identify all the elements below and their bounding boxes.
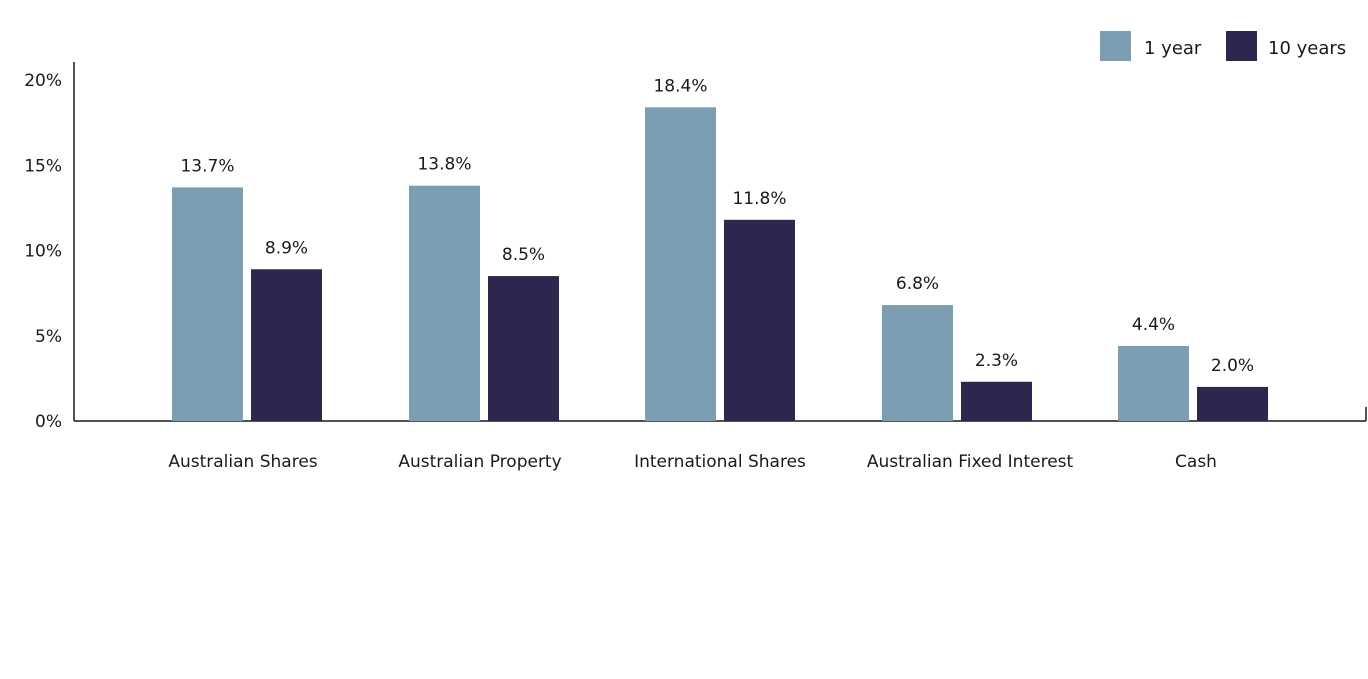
bar-1-year bbox=[409, 185, 480, 421]
y-tick-label: 5% bbox=[35, 327, 62, 347]
legend: 1 year 10 years bbox=[1100, 31, 1346, 61]
x-tick-label: Australian Fixed Interest bbox=[867, 452, 1074, 472]
y-tick-label: 10% bbox=[24, 242, 62, 262]
bars bbox=[172, 107, 1268, 421]
legend-swatch bbox=[1100, 31, 1131, 61]
bar-10-years bbox=[251, 269, 322, 421]
x-tick-label: Australian Shares bbox=[168, 452, 317, 472]
data-label: 13.8% bbox=[417, 155, 471, 175]
bar-1-year bbox=[172, 187, 243, 421]
y-tick-label: 0% bbox=[35, 412, 62, 432]
legend-swatch bbox=[1226, 31, 1257, 61]
data-label: 2.3% bbox=[975, 351, 1018, 371]
y-tick-label: 15% bbox=[24, 156, 62, 176]
data-label: 2.0% bbox=[1211, 356, 1254, 376]
data-label: 13.7% bbox=[180, 156, 234, 176]
y-tick-label: 20% bbox=[24, 71, 62, 91]
legend-label: 10 years bbox=[1268, 38, 1346, 59]
x-tick-label: International Shares bbox=[634, 452, 806, 472]
bar-10-years bbox=[488, 276, 559, 421]
data-label: 4.4% bbox=[1132, 315, 1175, 335]
data-label: 11.8% bbox=[732, 189, 786, 209]
data-label: 6.8% bbox=[896, 274, 939, 294]
bar-10-years bbox=[1197, 386, 1268, 421]
data-label: 8.9% bbox=[265, 238, 308, 258]
x-tick-label: Cash bbox=[1175, 452, 1217, 472]
data-labels: 13.7% 8.9% 13.8% 8.5% 18.4% 11.8% 6.8% 2.3% 4.4%… bbox=[180, 76, 1254, 376]
data-label: 18.4% bbox=[653, 76, 707, 96]
axes: 0% 5% 10% 15% 20% Australian Shares Australian… bbox=[24, 62, 1367, 472]
bar-10-years bbox=[961, 381, 1032, 421]
bar-10-years bbox=[724, 219, 795, 421]
bar-1-year bbox=[1118, 345, 1189, 421]
legend-label: 1 year bbox=[1144, 38, 1202, 59]
data-label: 8.5% bbox=[502, 245, 545, 265]
bar-1-year bbox=[882, 305, 953, 421]
bar-1-year bbox=[645, 107, 716, 421]
x-tick-label: Australian Property bbox=[398, 452, 561, 472]
